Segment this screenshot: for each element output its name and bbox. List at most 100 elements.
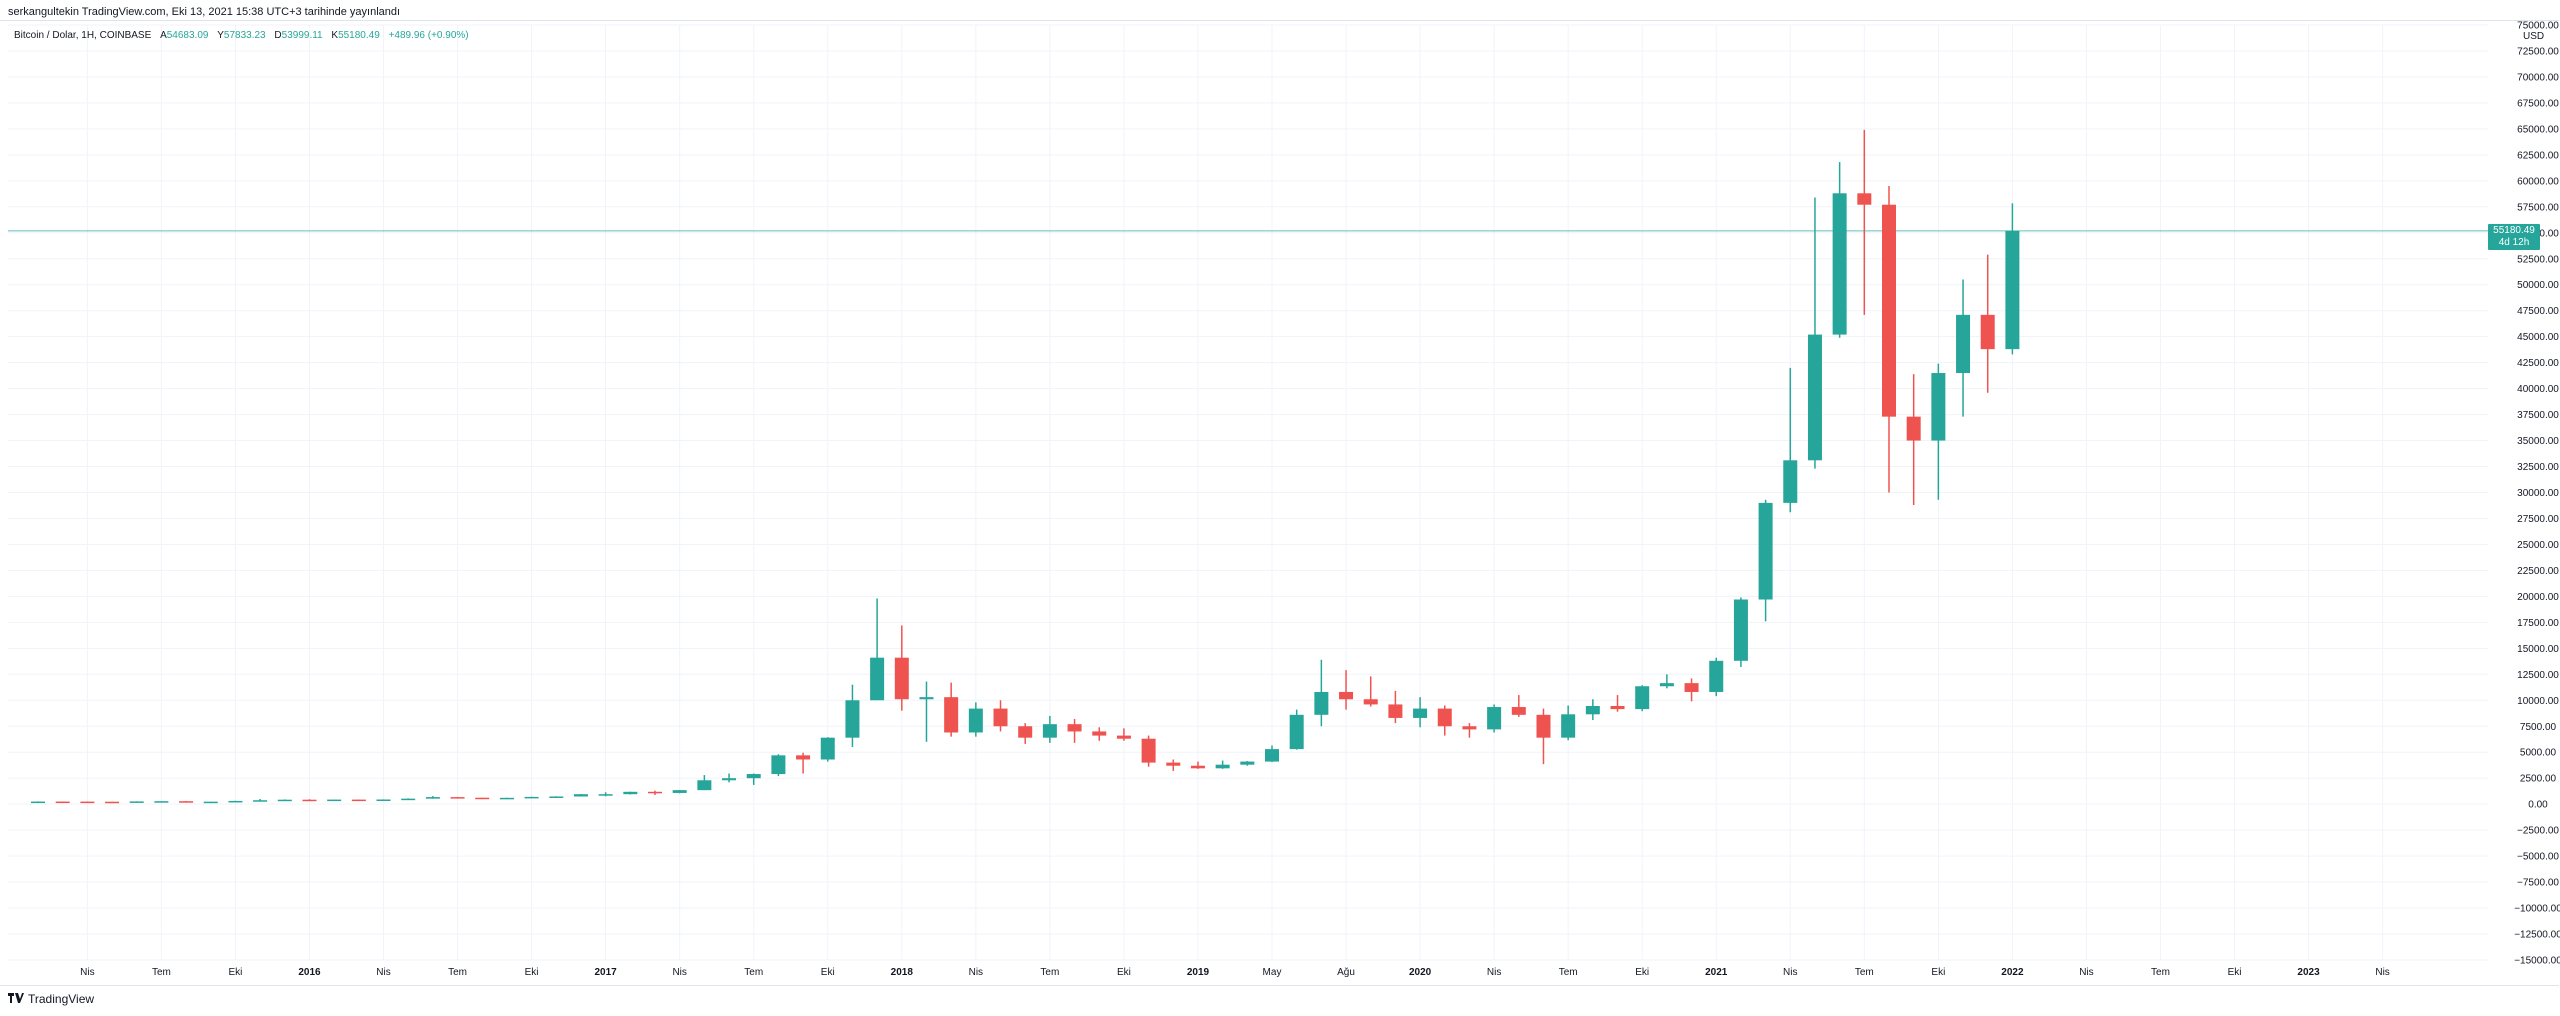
price-label: 7500.00 [2520,722,2557,733]
time-label: Nis [1783,967,1797,978]
candle-body [327,799,342,802]
candle-body [549,796,564,798]
candle-body [524,796,539,799]
candle-body [1684,683,1699,692]
candle-body [450,797,465,799]
price-label: 52500.00 [2517,254,2559,265]
legend-low: 53999.11 [281,30,323,41]
time-label: Eki [1635,967,1649,978]
chart-grid [8,24,2488,961]
candle-body [1709,660,1724,692]
candle-body [302,799,317,802]
time-label: Nis [2375,967,2389,978]
candle-body [1758,502,1773,600]
candle-body [1585,705,1600,715]
time-label: Eki [228,967,242,978]
time-label: 2018 [891,967,914,978]
candle-body [203,801,218,804]
time-label: May [1263,967,1282,978]
price-label: 50000.00 [2517,280,2559,291]
price-label: 20000.00 [2517,592,2559,603]
candle-body [1265,749,1279,762]
time-label: 2021 [1705,967,1728,978]
legend-symbol: Bitcoin / Dolar, 1H, COINBASE [14,30,152,41]
price-label: 32500.00 [2517,462,2559,473]
candle-body [179,801,194,803]
candle-body [1289,714,1304,750]
price-label: 60000.00 [2517,176,2559,187]
candle-body [1462,726,1477,730]
price-label: −10000.00 [2514,904,2560,915]
candle-body [845,700,860,738]
time-axis: Nis Tem Eki 2016 Nis Tem Eki 2017 Nis Tem Eki 2018 N… [80,967,2390,978]
price-label: −12500.00 [2514,930,2560,941]
price-label: 2500.00 [2520,774,2557,785]
time-label: Tem [2151,967,2170,978]
last-price-value: 55180.49 [2493,225,2535,236]
published-note: serkangultekin TradingView.com, Eki 13, … [8,6,401,18]
candle-body [573,794,588,797]
price-label: 30000.00 [2517,488,2559,499]
candle-body [1536,714,1551,738]
time-label: Ağu [1337,967,1355,978]
price-label: 22500.00 [2517,566,2559,577]
legend-low-label: D [274,30,282,41]
candle-body [1166,762,1181,766]
legend-high-label: Y [217,30,224,41]
price-label: 37500.00 [2517,410,2559,421]
candle-body [1240,761,1255,765]
time-label: Eki [1931,967,1945,978]
candle-body [105,801,120,804]
candle-body [1906,416,1921,441]
candle-body [1388,704,1403,718]
candle-body [1857,193,1872,205]
price-label: −7500.00 [2517,878,2559,889]
tradingview-logo-icon [8,992,24,1006]
price-label: 67500.00 [2517,98,2559,109]
candle-body [1413,708,1428,718]
footer-brand[interactable]: TradingView [8,992,94,1006]
candle-body [722,778,737,781]
price-label: 35000.00 [2517,436,2559,447]
candle-body [1487,707,1502,730]
candle-body [401,798,416,801]
candle-body [55,801,70,804]
candle-body [1931,373,1946,441]
candle-body [31,801,45,804]
time-label: Eki [1117,967,1131,978]
price-label: 27500.00 [2517,514,2559,525]
candle-body [129,801,144,803]
time-label: 2023 [2297,967,2320,978]
candle-body [894,657,909,700]
candle-body [253,800,268,802]
candle-body [228,800,243,803]
price-label: −15000.00 [2514,956,2560,967]
price-label: 12500.00 [2517,670,2559,681]
candle-body [1018,726,1033,738]
candle-body [820,737,835,760]
candle-body [993,708,1008,727]
time-label: 2020 [1409,967,1432,978]
candle-body [1141,738,1156,763]
candle-body [1314,691,1329,715]
bar-countdown: 4d 12h [2498,237,2530,248]
candle-body [1116,735,1131,739]
candle-body [1511,707,1526,715]
time-label: Nis [80,967,94,978]
price-label: 15000.00 [2517,644,2559,655]
candle-body [1215,764,1230,769]
candle-body [1733,599,1748,661]
candle-body [1832,193,1847,335]
time-label: Tem [152,967,171,978]
price-label: −2500.00 [2517,826,2559,837]
candle-body [1980,314,1995,350]
time-label: Tem [1855,967,1874,978]
candle-body [475,797,490,800]
price-label: 45000.00 [2517,332,2559,343]
time-label: Nis [1487,967,1501,978]
time-label: Nis [376,967,390,978]
time-label: Tem [448,967,467,978]
price-label: 10000.00 [2517,696,2559,707]
price-axis-currency: USD [2523,31,2544,42]
